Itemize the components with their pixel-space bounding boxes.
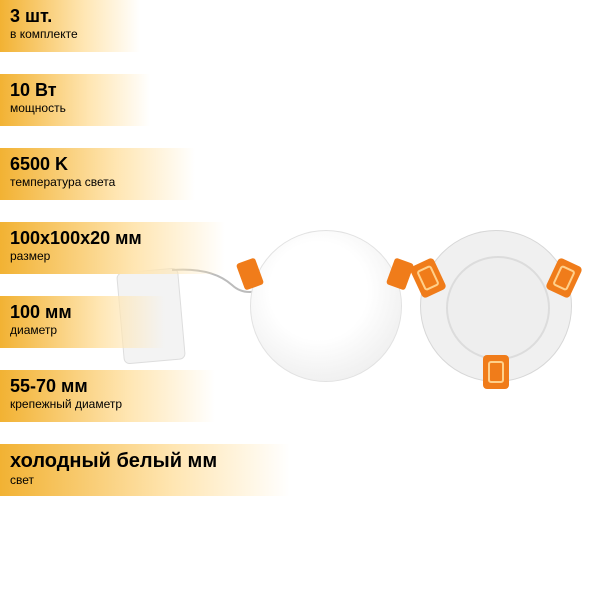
- spec-value: 55-70 мм: [10, 376, 122, 397]
- spec-text: 100x100x20 ммразмер: [10, 228, 142, 263]
- spec-text: 100 ммдиаметр: [10, 302, 72, 337]
- spec-text: 55-70 ммкрепежный диаметр: [10, 376, 122, 411]
- spec-label: размер: [10, 249, 142, 263]
- spec-row: 55-70 ммкрепежный диаметр: [0, 370, 600, 422]
- spec-list: 3 шт.в комплекте 10 Втмощность 6500 Kтемпе…: [0, 0, 600, 496]
- spec-text: холодный белый ммсвет: [10, 450, 217, 487]
- spec-row: 6500 Kтемпература света: [0, 148, 600, 200]
- spec-row: 100x100x20 ммразмер: [0, 222, 600, 274]
- spec-value: 10 Вт: [10, 80, 66, 101]
- spec-text: 3 шт.в комплекте: [10, 6, 78, 41]
- spec-label: диаметр: [10, 323, 72, 337]
- spec-row: 10 Втмощность: [0, 74, 600, 126]
- spec-value: 100x100x20 мм: [10, 228, 142, 249]
- spec-label: крепежный диаметр: [10, 397, 122, 411]
- spec-text: 10 Втмощность: [10, 80, 66, 115]
- spec-row: холодный белый ммсвет: [0, 444, 600, 496]
- spec-value: 100 мм: [10, 302, 72, 323]
- spec-label: в комплекте: [10, 27, 78, 41]
- spec-value: 3 шт.: [10, 6, 78, 27]
- spec-value: 6500 K: [10, 154, 115, 175]
- spec-label: мощность: [10, 101, 66, 115]
- spec-text: 6500 Kтемпература света: [10, 154, 115, 189]
- spec-value: холодный белый мм: [10, 450, 217, 473]
- spec-label: температура света: [10, 175, 115, 189]
- spec-row: 3 шт.в комплекте: [0, 0, 600, 52]
- spec-label: свет: [10, 473, 217, 487]
- spec-row: 100 ммдиаметр: [0, 296, 600, 348]
